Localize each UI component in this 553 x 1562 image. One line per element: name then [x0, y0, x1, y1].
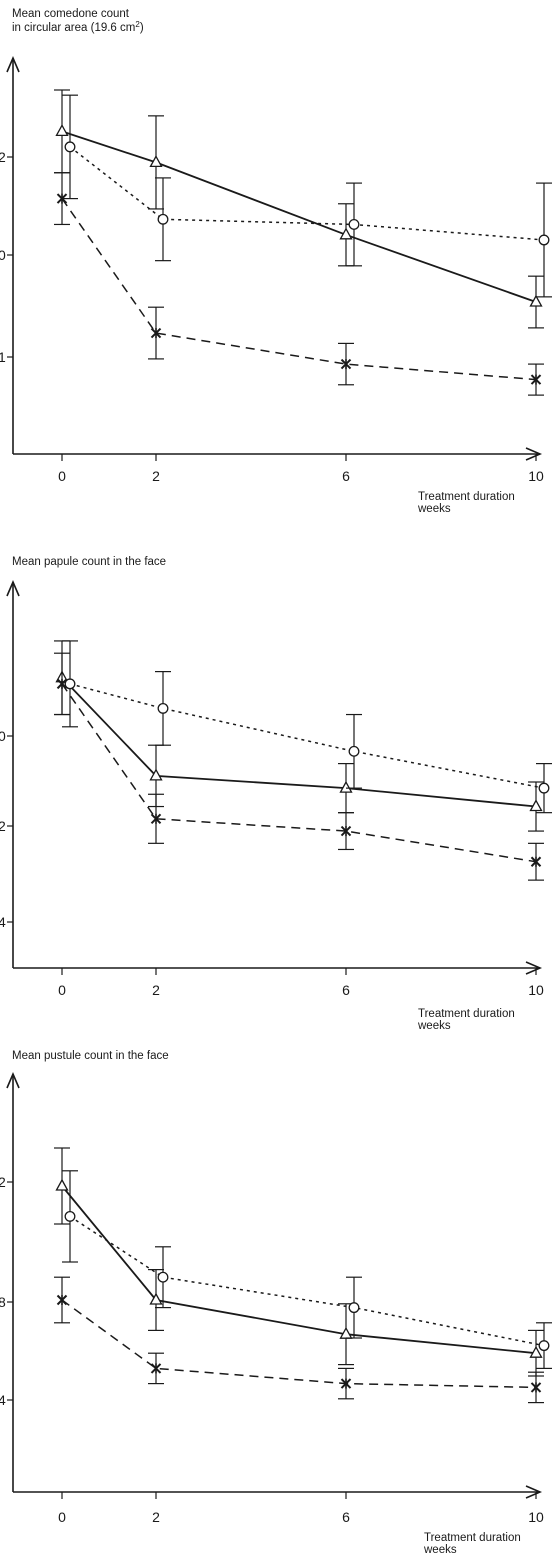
- x-tick-label: 0: [58, 982, 66, 998]
- y-tick-label: 8: [0, 1294, 6, 1310]
- series-triangle: [54, 641, 544, 831]
- series-triangle: [54, 90, 544, 328]
- x-tick-label: 6: [342, 1509, 350, 1525]
- data-point-circle: [539, 235, 549, 245]
- data-point-circle: [158, 214, 168, 224]
- data-point-circle: [349, 1303, 359, 1313]
- data-point-circle: [349, 747, 359, 757]
- y-axis-label-line: Mean papule count in the face: [12, 556, 166, 568]
- data-point-circle: [158, 704, 168, 714]
- data-point-circle: [65, 142, 75, 152]
- y-tick-label: 2: [0, 818, 6, 834]
- data-point-circle: [349, 220, 359, 230]
- y-tick-label: 1: [0, 349, 6, 365]
- data-point-triangle: [57, 1180, 68, 1190]
- y-axis-label-line: Mean pustule count in the face: [12, 1050, 169, 1062]
- chart-panel-3: Mean pustule count in the face 2 8 4 0 2 6 10 Tr…: [0, 1050, 552, 1556]
- x-tick-label: 10: [528, 468, 544, 484]
- series-line-solid: [62, 131, 536, 302]
- x-axis-label-line: Treatment duration: [418, 491, 515, 503]
- data-point-asterisk: [152, 1363, 161, 1373]
- x-tick-label: 2: [152, 468, 160, 484]
- series-line-dotted: [70, 684, 544, 788]
- x-axis-label-line: Treatment duration: [424, 1532, 521, 1544]
- series-circle: [62, 1171, 552, 1369]
- series-line-solid: [62, 1186, 536, 1353]
- y-tick-label: 4: [0, 1392, 6, 1408]
- x-axis-label-line: weeks: [417, 1020, 451, 1032]
- x-tick-label: 2: [152, 1509, 160, 1525]
- x-axis-label-line: weeks: [417, 503, 451, 515]
- series-asterisk: [54, 1277, 544, 1402]
- x-tick-label: 2: [152, 982, 160, 998]
- chart-panel-2: Mean papule count in the face 0 2 4 0 2 6 10 Tre…: [0, 556, 552, 1032]
- data-point-asterisk: [58, 1295, 67, 1305]
- x-tick-label: 10: [528, 1509, 544, 1525]
- series-line-dotted: [70, 147, 544, 240]
- data-point-asterisk: [532, 1382, 541, 1392]
- data-point-circle: [158, 1272, 168, 1282]
- series-line-dashed: [62, 1300, 536, 1387]
- x-tick-label: 0: [58, 1509, 66, 1525]
- x-tick-label: 0: [58, 468, 66, 484]
- data-point-triangle: [57, 125, 68, 135]
- y-axis-label-line: Mean comedone count: [12, 8, 130, 20]
- series-asterisk: [54, 173, 544, 395]
- series-asterisk: [54, 653, 544, 880]
- y-tick-label: 2: [0, 1174, 6, 1190]
- series-circle: [62, 95, 552, 297]
- series-line-dashed: [62, 199, 536, 380]
- y-tick-label: 0: [0, 728, 6, 744]
- data-point-circle: [539, 1341, 549, 1351]
- x-tick-label: 6: [342, 468, 350, 484]
- x-tick-label: 6: [342, 982, 350, 998]
- y-tick-label: 0: [0, 247, 6, 263]
- data-point-circle: [65, 1212, 75, 1222]
- y-axis-label-line: in circular area (19.6 cm2): [12, 20, 144, 34]
- y-axis-label-text: in circular area (19.6 cm: [12, 22, 135, 34]
- y-tick-label: 2: [0, 149, 6, 165]
- series-circle: [62, 641, 552, 813]
- x-axis-label-line: weeks: [423, 1544, 457, 1556]
- x-tick-label: 10: [528, 982, 544, 998]
- y-tick-label: 4: [0, 914, 6, 930]
- series-line-dashed: [62, 684, 536, 862]
- series-triangle: [54, 1148, 544, 1376]
- data-point-circle: [539, 783, 549, 793]
- y-axis-label-tail: ): [140, 22, 144, 34]
- x-axis-label-line: Treatment duration: [418, 1008, 515, 1020]
